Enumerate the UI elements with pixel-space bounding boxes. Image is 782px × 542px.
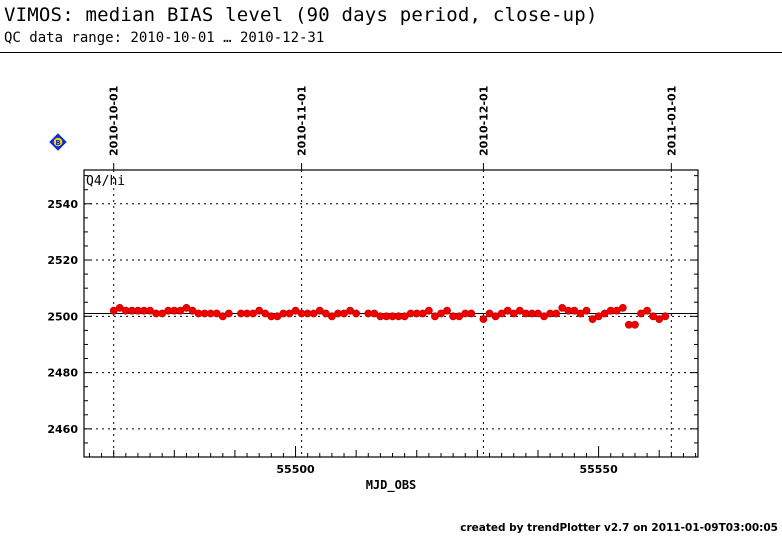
data-point — [467, 309, 476, 318]
panel-label: Q4/hi — [86, 174, 125, 189]
data-point — [443, 306, 451, 315]
axes: 2460 2480 2500 2520 2540 55500 55550 — [47, 169, 699, 476]
date-tick-label: 2011-01-01 — [665, 86, 678, 156]
y-tick-label: 2480 — [47, 367, 78, 380]
header-divider — [0, 52, 782, 53]
data-point — [424, 306, 433, 315]
data-point — [631, 320, 639, 329]
y-tick-label: 2540 — [47, 198, 78, 211]
x-axis-label: MJD_OBS — [366, 478, 417, 493]
data-point — [582, 306, 591, 315]
data-point — [352, 309, 361, 318]
legend-marker: B — [49, 133, 67, 151]
x-tick-label: 55550 — [579, 463, 618, 476]
data-points — [109, 303, 670, 329]
plot-frame — [83, 169, 699, 458]
data-point — [661, 312, 670, 321]
date-axis: 2010-10-01 2010-11-01 2010-12-01 2011-01-01 — [108, 86, 678, 457]
data-point — [552, 309, 561, 318]
y-tick-label: 2520 — [47, 254, 78, 267]
date-tick-label: 2010-12-01 — [477, 86, 490, 156]
grid-layer — [84, 203, 698, 430]
footer-credit: created by trendPlotter v2.7 on 2011-01-… — [460, 522, 778, 534]
data-point — [643, 306, 651, 315]
data-point — [618, 303, 627, 312]
data-point — [479, 315, 488, 324]
chart-title: VIMOS: median BIAS level (90 days period… — [4, 4, 598, 26]
x-tick-label: 55500 — [276, 463, 315, 476]
chart-subtitle: QC data range: 2010-10-01 … 2010-12-31 — [4, 30, 325, 46]
y-tick-label: 2460 — [47, 423, 78, 436]
legend-marker-symbol: B — [55, 139, 60, 147]
data-point — [224, 309, 233, 318]
date-tick-label: 2010-11-01 — [296, 86, 309, 156]
y-tick-label: 2500 — [47, 310, 78, 323]
legend-marker-dot — [53, 137, 63, 147]
date-tick-label: 2010-10-01 — [108, 86, 121, 156]
